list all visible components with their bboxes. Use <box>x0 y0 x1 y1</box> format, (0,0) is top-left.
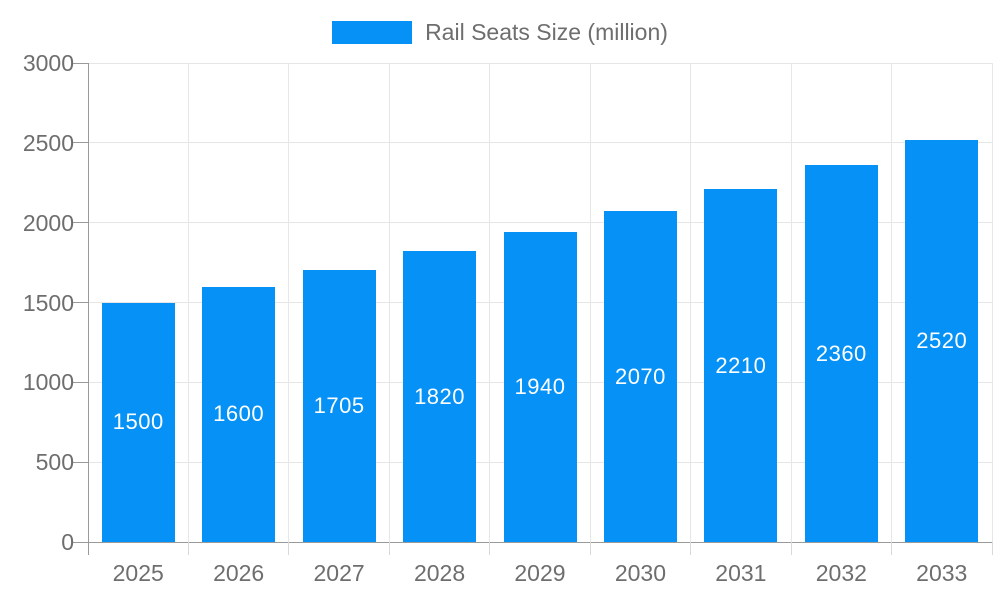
bar[interactable]: 1500 <box>101 302 175 542</box>
x-gridline <box>991 63 993 542</box>
x-gridline <box>388 63 390 542</box>
bar-value-label: 2070 <box>614 363 666 389</box>
x-tick-mark <box>690 542 692 555</box>
y-tick-label: 0 <box>61 529 74 555</box>
x-tick-mark <box>790 542 792 555</box>
x-tick-mark <box>489 542 491 555</box>
y-gridline <box>88 62 992 64</box>
bar-value-label: 2520 <box>916 327 968 353</box>
x-tick-label: 2030 <box>614 560 667 586</box>
x-tick-mark <box>87 542 89 555</box>
bar[interactable]: 2360 <box>804 165 878 542</box>
x-axis-line <box>88 541 992 543</box>
y-axis-line <box>87 63 89 542</box>
x-tick-mark <box>991 542 993 555</box>
x-gridline <box>187 63 189 542</box>
x-gridline <box>489 63 491 542</box>
bar[interactable]: 1820 <box>403 251 477 542</box>
y-tick-label: 1500 <box>22 289 74 316</box>
y-gridline <box>88 142 992 144</box>
bar-value-label: 1705 <box>313 392 365 418</box>
bar-value-label: 1500 <box>112 409 164 435</box>
bar[interactable]: 1600 <box>202 286 276 542</box>
x-gridline <box>288 63 290 542</box>
y-tick-mark <box>72 142 88 144</box>
x-tick-mark <box>288 542 290 555</box>
x-gridline <box>790 63 792 542</box>
y-tick-label: 2000 <box>22 209 74 236</box>
x-gridline <box>690 63 692 542</box>
y-tick-label: 500 <box>35 449 74 476</box>
y-tick-mark <box>72 62 88 64</box>
x-tick-label: 2025 <box>112 560 164 586</box>
y-tick-mark <box>72 222 88 224</box>
chart-legend[interactable]: Rail Seats Size (million) <box>0 19 1000 45</box>
bar[interactable]: 1705 <box>302 269 376 542</box>
bar-value-label: 1940 <box>514 374 566 400</box>
x-tick-label: 2031 <box>715 560 767 586</box>
y-gridline <box>88 222 992 224</box>
x-tick-label: 2032 <box>815 560 867 586</box>
bar[interactable]: 2070 <box>603 211 677 542</box>
x-tick-mark <box>187 542 189 555</box>
legend-swatch-icon <box>332 20 413 44</box>
x-tick-mark <box>891 542 893 555</box>
x-gridline <box>891 63 893 542</box>
x-tick-label: 2027 <box>313 560 365 586</box>
y-tick-mark <box>72 302 88 303</box>
x-tick-mark <box>589 542 591 555</box>
bar-value-label: 1820 <box>414 383 466 409</box>
bar-value-label: 2360 <box>815 340 867 366</box>
y-tick-mark <box>72 541 88 543</box>
y-tick-label: 2500 <box>22 129 74 156</box>
x-gridline <box>589 63 591 542</box>
y-tick-mark <box>72 381 88 383</box>
bar-value-label: 2210 <box>715 352 767 378</box>
bar[interactable]: 1940 <box>503 232 577 542</box>
x-tick-mark <box>388 542 390 555</box>
bar-value-label: 1600 <box>213 401 265 427</box>
legend-label: Rail Seats Size (million) <box>425 19 668 45</box>
y-tick-label: 3000 <box>22 50 74 76</box>
x-tick-label: 2028 <box>413 560 466 586</box>
y-tick-label: 1000 <box>22 369 74 396</box>
y-tick-mark <box>72 461 88 463</box>
bar[interactable]: 2210 <box>704 189 778 542</box>
x-tick-label: 2026 <box>213 560 265 586</box>
bar[interactable]: 2520 <box>905 139 979 542</box>
x-tick-label: 2033 <box>916 560 968 586</box>
x-tick-label: 2029 <box>514 560 566 586</box>
